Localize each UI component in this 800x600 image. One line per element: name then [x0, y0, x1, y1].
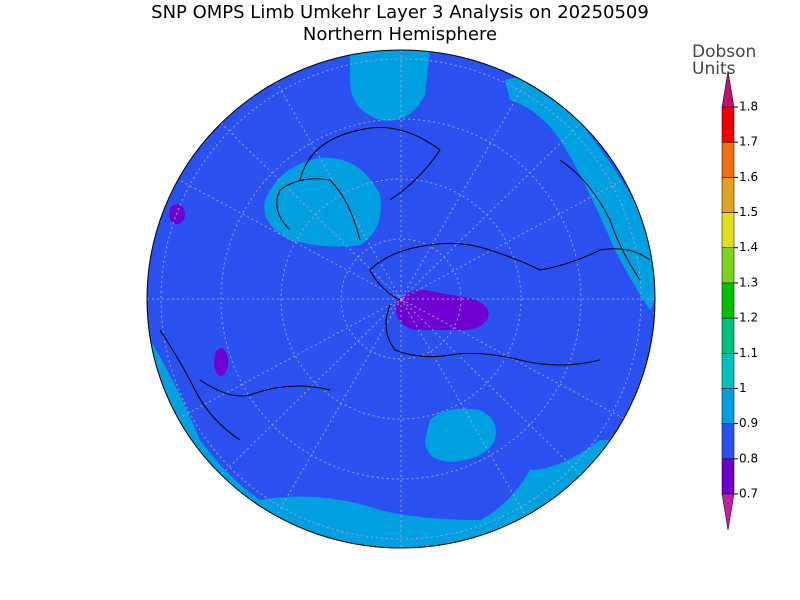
coastlines [159, 127, 651, 441]
colorbar-under [721, 493, 735, 531]
title: SNP OMPS Limb Umkehr Layer 3 Analysis on… [151, 2, 649, 23]
graticule [147, 50, 655, 548]
colorbar-segment [721, 141, 735, 178]
ozone-region [395, 290, 489, 331]
colorbar-segment [721, 177, 735, 213]
ozone-region [214, 348, 228, 376]
ozone-region [350, 50, 430, 121]
colorbar-segment [721, 282, 735, 319]
colorbar-tick-label: 1.5 [739, 205, 758, 219]
colorbar-tick-label: 1.8 [739, 100, 758, 114]
colorbar-segment [721, 212, 735, 248]
colorbar-tick-label: 1.4 [739, 240, 758, 254]
colorbar-tick-label: 1.6 [739, 170, 758, 184]
subtitle: Northern Hemisphere [303, 24, 497, 45]
ozone-region [264, 157, 381, 247]
colorbar-over [721, 70, 735, 108]
ozone-region [425, 408, 496, 462]
colorbar-tick-label: 0.9 [739, 416, 758, 430]
ozone-region [147, 340, 655, 548]
colorbar-tick-label: 1.3 [739, 275, 758, 289]
colorbar-tick-label: 0.7 [739, 487, 758, 501]
colorbar: 0.7 0.8 0.9 1 1.1 1.2 1.3 1.4 1.5 1.6 1.7 1.8 [721, 70, 758, 531]
colorbar-segment [721, 353, 735, 389]
colorbar-tick-label: 1.1 [739, 346, 758, 360]
colorbar-segment [721, 423, 735, 460]
colorbar-tick-label: 1.7 [739, 135, 758, 149]
colorbar-segment [721, 106, 735, 143]
colorbar-segment [721, 247, 735, 284]
map-border [146, 49, 656, 549]
ozone-region [505, 78, 655, 310]
colorbar-segment [721, 388, 735, 424]
colorbar-label: Dobson [692, 42, 756, 62]
colorbar-tick-label: 1.2 [739, 311, 758, 325]
colorbar-segment [721, 317, 735, 354]
colorbar-segment [721, 458, 735, 495]
colorbar-tick-label: 1 [739, 381, 747, 395]
colorbar-tick-label: 0.8 [739, 451, 758, 465]
colorbar-label: Units [692, 59, 736, 79]
